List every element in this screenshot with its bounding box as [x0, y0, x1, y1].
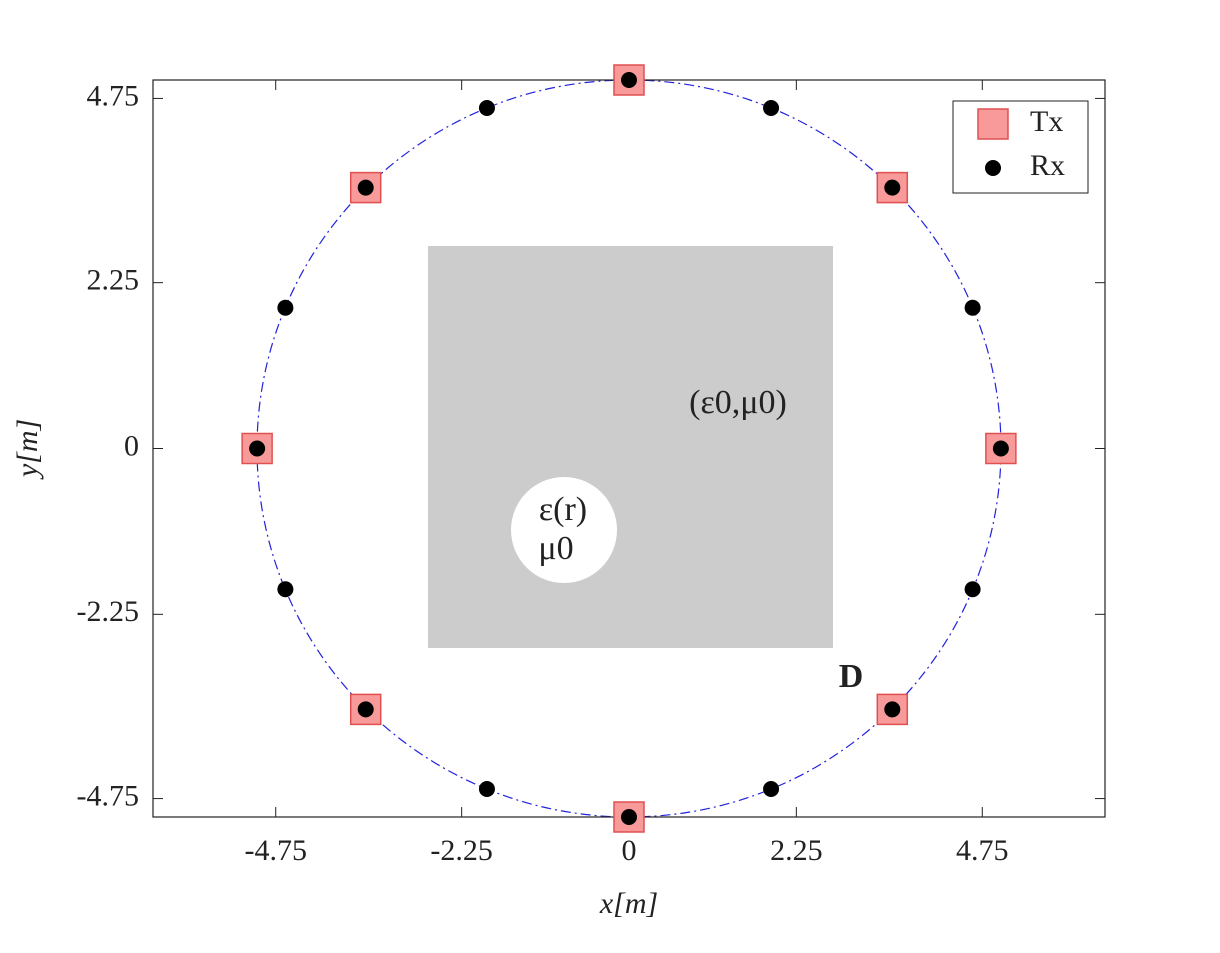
point: [357, 179, 374, 196]
point: [478, 100, 495, 117]
domain-region: [428, 246, 833, 648]
point: [964, 581, 981, 598]
y-tick-label: 0: [124, 429, 139, 462]
y-axis-label: y[m]: [11, 419, 44, 480]
x-axis-label: x[m]: [599, 887, 658, 920]
legend-marker: [985, 160, 1001, 176]
point: [621, 809, 637, 825]
scatterer-annotation: μ0: [538, 530, 573, 567]
y-tick-label: 4.75: [87, 79, 140, 112]
point: [763, 780, 780, 797]
y-tick-label: -4.75: [77, 779, 140, 812]
point: [884, 179, 901, 196]
domain-annotation: D: [839, 658, 864, 695]
x-tick-label: 0: [622, 834, 637, 867]
legend-label: Tx: [1030, 105, 1063, 138]
x-tick-label: 2.25: [770, 834, 823, 867]
y-tick-label: -2.25: [77, 595, 140, 628]
legend-marker: [977, 108, 1009, 140]
point: [478, 780, 495, 797]
scatterer-annotation: ε(r): [539, 491, 587, 528]
scatterer: [511, 477, 617, 583]
point: [964, 299, 981, 316]
point: [357, 701, 374, 718]
legend-box: [952, 100, 1089, 194]
legend-label: Rx: [1030, 149, 1065, 182]
x-tick-label: -2.25: [430, 834, 493, 867]
point: [277, 299, 294, 316]
x-tick-label: 4.75: [956, 834, 1009, 867]
point: [763, 100, 780, 117]
x-tick-label: -4.75: [244, 834, 307, 867]
point: [249, 440, 266, 457]
y-tick-label: 2.25: [87, 264, 140, 297]
point: [992, 440, 1009, 457]
background-annotation: (ε0,μ0): [689, 384, 787, 421]
point: [884, 701, 901, 718]
point: [277, 581, 294, 598]
point: [621, 72, 637, 88]
